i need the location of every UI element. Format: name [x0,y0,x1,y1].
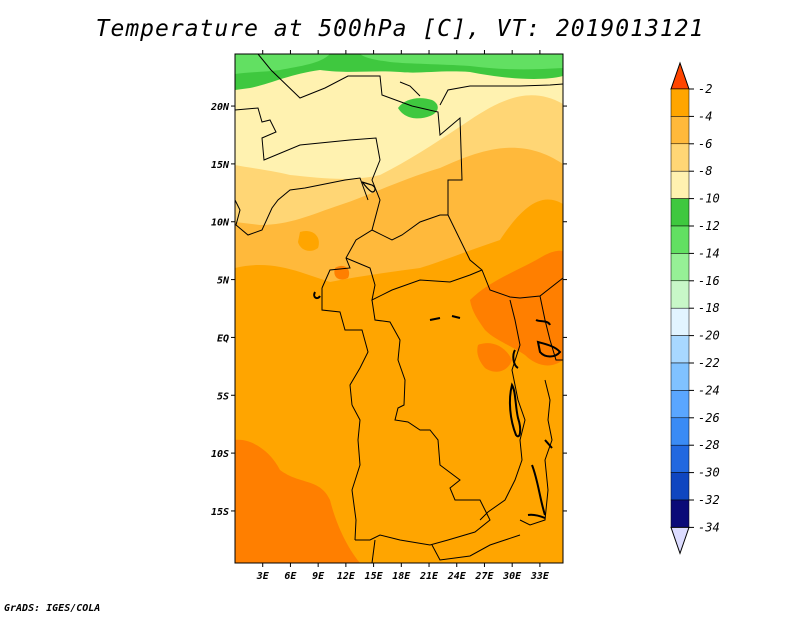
colorbar-swatch [670,335,690,364]
colorbar-label: -28 [698,438,720,452]
field-patch-minus-2-sw [235,439,360,563]
lakes [313,181,562,519]
x-tick-label: 3E [256,571,270,582]
field-patch-minus-2-ne [470,250,563,366]
grads-credit: GrADS: IGES/COLA [4,603,101,614]
x-tick-label: 21E [419,571,439,582]
colorbar-swatch [670,307,690,336]
colorbar-label: -26 [698,411,720,425]
colorbar-swatch [670,472,690,501]
x-tick-label: 24E [447,571,467,582]
x-tick-label: 27E [474,571,494,582]
x-tick-label: 12E [337,571,356,582]
colorbar-swatch [670,170,690,199]
x-tick-label: 6E [284,571,297,582]
colorbar-label: -8 [698,164,712,178]
colorbar-label: -32 [698,493,720,507]
field-patch-minus-2-lakes [477,343,512,372]
colorbar-label: -24 [698,383,720,397]
colorbar-below-triangle [670,526,690,555]
x-tick-label: 30E [502,571,522,582]
chart-title: Temperature at 500hPa [C], VT: 201901312… [95,16,705,42]
colorbar-swatch [670,444,690,473]
colorbar-label: -20 [698,329,720,343]
colorbar-swatch [670,417,690,446]
x-tick-label: 15E [365,571,384,582]
y-tick-label: EQ [217,333,229,344]
colorbar-label: -34 [698,520,720,534]
x-tick-label: 33E [530,571,550,582]
y-tick-label: 10S [211,449,229,460]
colorbar: -2 -4 -6 -8 -10 -12 -14 -16 -18 -20 -22 -24 -26 -28 -3… [670,61,720,555]
y-tick-label: 20N [210,102,230,113]
colorbar-label: -16 [698,274,720,288]
colorbar-label: -14 [698,246,720,260]
colorbar-label: -12 [698,219,720,233]
colorbar-label: -30 [698,466,720,480]
colorbar-swatch [670,198,690,227]
field-band-minus-10 [235,54,563,179]
colorbar-swatch [670,280,690,309]
field-patch-minus-12 [398,98,438,119]
colorbar-label: -10 [698,192,720,206]
field-patch-minus-14a [235,54,330,74]
colorbar-label: -6 [698,137,712,151]
colorbar-swatch [670,499,690,528]
temperature-field [235,54,563,563]
country-borders [235,54,563,563]
colorbar-swatch [670,390,690,419]
field-patch-minus-14b [360,54,563,70]
y-tick-label: 5S [217,391,229,402]
colorbar-label: -18 [698,301,720,315]
y-tick-label: 15S [211,507,229,518]
y-tick-label: 5N [217,276,230,287]
colorbar-swatch [670,143,690,172]
colorbar-label: -22 [698,356,720,370]
y-tick-label: 15N [211,160,230,171]
y-tick-label: 10N [211,218,230,229]
colorbar-swatch [670,88,690,117]
colorbar-label: -2 [698,82,712,96]
x-tick-label: 18E [392,571,411,582]
map-frame [234,53,564,564]
colorbar-swatch [670,362,690,391]
x-axis: 3E 6E 9E 12E 15E 18E 21E 24E 27E 30E 33E [256,50,550,582]
colorbar-above-triangle [670,61,690,90]
colorbar-swatch [670,253,690,282]
field-patch-minus-4-cameroon [298,230,319,251]
colorbar-swatch [670,225,690,254]
y-axis: 20N 15N 10N 5N EQ 5S 10S 15S [210,102,567,518]
field-patch-minus-8 [235,170,280,210]
colorbar-label: -4 [698,109,712,123]
colorbar-swatch [670,116,690,145]
x-tick-label: 9E [312,571,325,582]
